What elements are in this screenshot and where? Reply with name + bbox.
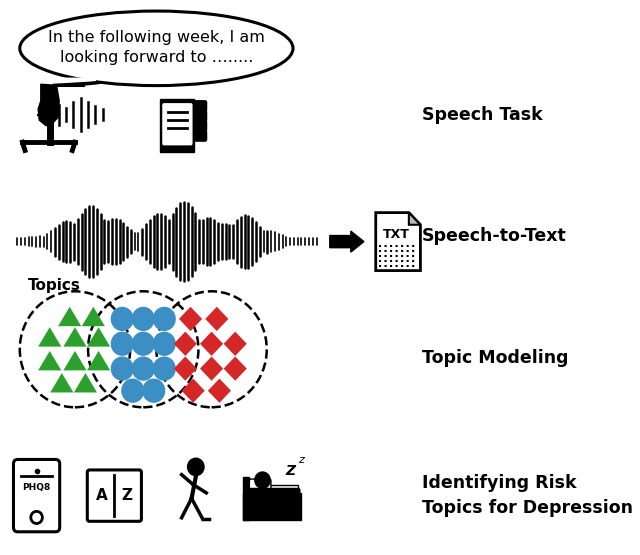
Text: Identifying Risk
Topics for Depression: Identifying Risk Topics for Depression (422, 474, 633, 517)
Text: TXT: TXT (383, 229, 410, 241)
FancyBboxPatch shape (13, 460, 60, 532)
Polygon shape (200, 356, 223, 381)
Polygon shape (74, 373, 97, 392)
Ellipse shape (20, 11, 293, 85)
Polygon shape (182, 379, 205, 403)
Polygon shape (38, 351, 61, 370)
Polygon shape (87, 351, 110, 370)
FancyBboxPatch shape (87, 470, 141, 521)
Polygon shape (63, 327, 86, 347)
Text: Speech Task: Speech Task (422, 105, 542, 124)
FancyBboxPatch shape (192, 130, 207, 141)
Circle shape (132, 356, 155, 381)
Text: Speech-to-Text: Speech-to-Text (422, 227, 566, 245)
Text: In the following week, I am
looking forward to ….....: In the following week, I am looking forw… (48, 31, 265, 65)
Polygon shape (223, 356, 247, 381)
Polygon shape (173, 356, 197, 381)
Polygon shape (63, 351, 86, 370)
Circle shape (132, 307, 155, 331)
FancyBboxPatch shape (250, 488, 300, 503)
Polygon shape (51, 373, 74, 392)
Circle shape (187, 457, 205, 476)
FancyBboxPatch shape (192, 120, 207, 131)
Circle shape (142, 379, 165, 403)
Polygon shape (409, 213, 420, 225)
Bar (243, 477, 250, 521)
Polygon shape (161, 99, 195, 152)
Circle shape (254, 471, 271, 489)
Circle shape (121, 379, 144, 403)
Polygon shape (223, 332, 247, 356)
Text: Topic Modeling: Topic Modeling (422, 349, 568, 366)
Text: Topics: Topics (28, 278, 81, 293)
Text: A: A (97, 488, 108, 503)
Polygon shape (87, 327, 110, 347)
Text: Z: Z (121, 488, 132, 503)
FancyBboxPatch shape (163, 104, 192, 145)
Polygon shape (200, 332, 223, 356)
Circle shape (111, 356, 134, 381)
FancyArrow shape (330, 231, 364, 252)
Polygon shape (173, 332, 197, 356)
FancyBboxPatch shape (250, 479, 271, 495)
Bar (243, 493, 301, 521)
Polygon shape (38, 84, 59, 125)
Circle shape (153, 332, 176, 356)
Polygon shape (38, 327, 61, 347)
Text: Z: Z (285, 464, 296, 478)
Circle shape (153, 307, 176, 331)
Circle shape (111, 307, 134, 331)
Text: PHQ8: PHQ8 (22, 483, 51, 492)
Polygon shape (376, 213, 420, 271)
FancyBboxPatch shape (192, 111, 207, 121)
Circle shape (132, 332, 155, 356)
Text: z: z (298, 455, 304, 465)
Polygon shape (58, 307, 81, 326)
Polygon shape (205, 307, 228, 331)
Polygon shape (82, 307, 105, 326)
Circle shape (111, 332, 134, 356)
Bar (251, 485, 298, 501)
FancyBboxPatch shape (192, 101, 207, 112)
Polygon shape (208, 379, 231, 403)
Polygon shape (179, 307, 202, 331)
Circle shape (153, 356, 176, 381)
Polygon shape (54, 78, 96, 85)
